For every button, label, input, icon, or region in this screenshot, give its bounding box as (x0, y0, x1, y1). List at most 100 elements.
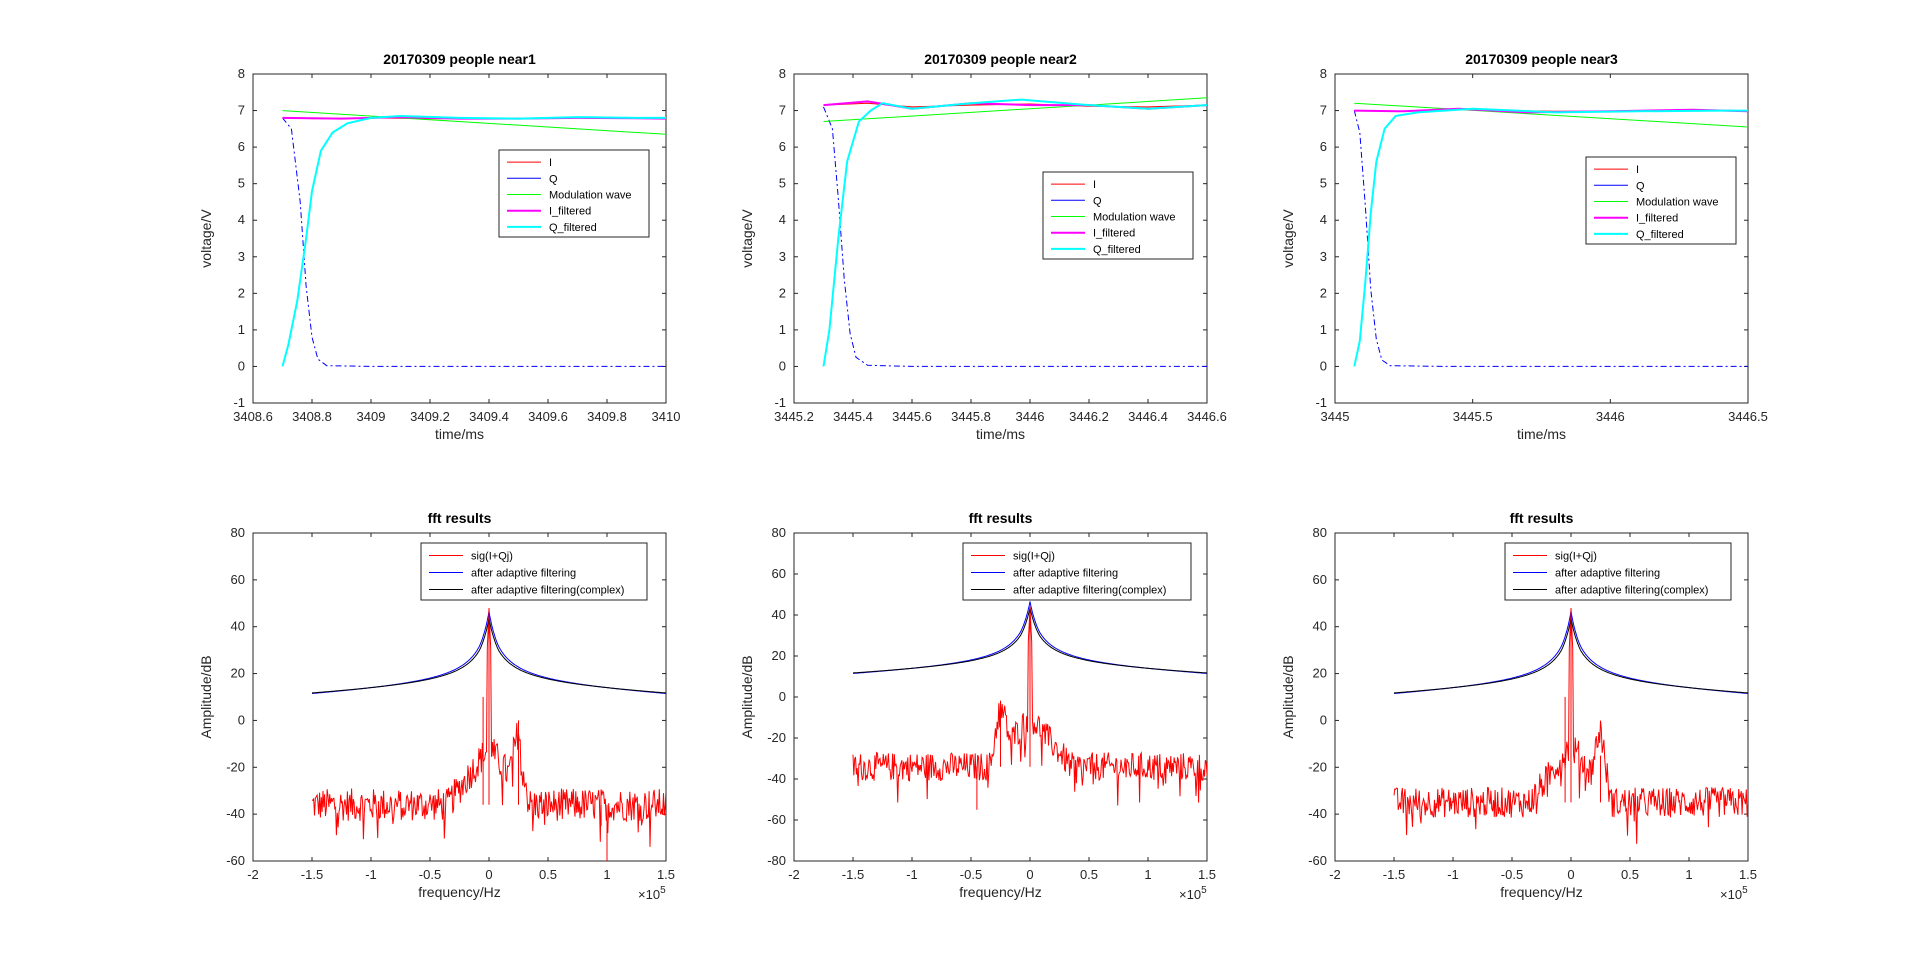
legend-entry: after adaptive filtering (1013, 568, 1118, 580)
y-tick-label: 7 (1320, 103, 1327, 118)
y-tick-label: 3 (238, 249, 245, 264)
y-tick-label: 0 (1320, 712, 1327, 727)
chart-6: -2 -1.5 -1 -0.5 0 0.5 1 1.5 -60 -40 -20 0 20 40 60 80 ff… (1280, 510, 1757, 902)
y-tick-label: 8 (1320, 66, 1327, 81)
chart-title: 20170309 people near2 (924, 51, 1077, 67)
y-tick-label: 0 (779, 689, 786, 704)
x-tick-label: 3409.6 (528, 409, 568, 424)
y-tick-label: 4 (779, 212, 786, 227)
x-tick-label: 1.5 (1198, 867, 1216, 882)
x-tick-label: -0.5 (1501, 867, 1523, 882)
legend-entry: I_filtered (1636, 213, 1678, 225)
legend-entry: after adaptive filtering (471, 568, 576, 580)
y-tick-label: 8 (238, 66, 245, 81)
y-tick-label: 0 (779, 358, 786, 373)
legend: sig(I+Qj) after adaptive filtering after a… (420, 542, 648, 601)
x-tick-label: 3445 (1321, 409, 1350, 424)
y-tick-label: 1 (238, 322, 245, 337)
axes-frame (1334, 73, 1749, 404)
chart-title: 20170309 people near1 (383, 51, 536, 67)
axes-frame (1334, 532, 1749, 862)
x-axis-label: time/ms (976, 426, 1025, 442)
y-tick-label: -20 (1308, 759, 1327, 774)
y-tick-label: 20 (1313, 666, 1327, 681)
legend-entry: after adaptive filtering(complex) (1555, 585, 1708, 597)
x-tick-label: -1.5 (842, 867, 864, 882)
y-tick-label: -40 (767, 771, 786, 786)
y-tick-label: -40 (226, 806, 245, 821)
y-tick-label: 0 (1320, 358, 1327, 373)
chart-title: fft results (1510, 510, 1574, 526)
x-tick-label: 3410 (652, 409, 681, 424)
y-axis-label: Amplitude/dB (739, 655, 755, 738)
y-axis-label: voltage/V (1280, 209, 1296, 268)
legend-entry: Q (1636, 180, 1645, 192)
y-tick-label: 80 (1313, 525, 1327, 540)
legend-entry: I_filtered (1093, 228, 1135, 240)
y-tick-label: -1 (1315, 395, 1327, 410)
x-tick-label: 0.5 (539, 867, 557, 882)
legend-entry: sig(I+Qj) (471, 551, 513, 563)
axes-frame (252, 532, 667, 862)
x-tick-label: -2 (1329, 867, 1341, 882)
y-tick-label: 60 (231, 572, 245, 587)
x-tick-label: -1.5 (301, 867, 323, 882)
chart-title: fft results (969, 510, 1033, 526)
chart-5: -2 -1.5 -1 -0.5 0 0.5 1 1.5 -80 -60 -40 -20 0 20 40 60 8… (739, 510, 1216, 902)
y-tick-label: -60 (226, 853, 245, 868)
y-tick-label: 1 (1320, 322, 1327, 337)
y-tick-label: -20 (767, 730, 786, 745)
y-tick-label: -60 (1308, 853, 1327, 868)
legend-entry: sig(I+Qj) (1013, 551, 1055, 563)
y-tick-label: 7 (238, 103, 245, 118)
x-tick-label: 3409 (357, 409, 386, 424)
y-tick-label: 60 (1313, 572, 1327, 587)
y-tick-label: 40 (1313, 619, 1327, 634)
legend-entry: Q (1093, 195, 1102, 207)
chart-3: 3445 3445.5 3446 3446.5 -1 0 1 2 3 4 5 6 7 8 20170309 … (1280, 51, 1768, 442)
x-tick-label: -1.5 (1383, 867, 1405, 882)
x-tick-label: 0.5 (1621, 867, 1639, 882)
x-tick-label: -2 (788, 867, 800, 882)
x-tick-label: 0.5 (1080, 867, 1098, 882)
y-axis-label: voltage/V (739, 209, 755, 268)
y-tick-label: -40 (1308, 806, 1327, 821)
y-tick-label: 5 (238, 176, 245, 191)
y-tick-label: 6 (238, 139, 245, 154)
y-tick-label: 6 (1320, 139, 1327, 154)
y-tick-label: 4 (1320, 212, 1327, 227)
y-tick-label: 20 (231, 666, 245, 681)
x-multiplier: ×105 (638, 885, 666, 902)
x-tick-label: 3446.6 (1187, 409, 1227, 424)
y-tick-label: 40 (231, 619, 245, 634)
y-tick-label: 8 (779, 66, 786, 81)
x-tick-label: 1.5 (1739, 867, 1757, 882)
x-tick-label: 3445.2 (774, 409, 814, 424)
series-q (282, 117, 666, 367)
series-q (823, 106, 1207, 367)
legend-entry: after adaptive filtering(complex) (1013, 585, 1166, 597)
y-tick-label: 7 (779, 103, 786, 118)
legend-entry: after adaptive filtering (1555, 568, 1660, 580)
chart-4: -2 -1.5 -1 -0.5 0 0.5 1 1.5 -60 -40 -20 0 20 40 60 80 ff… (198, 510, 675, 902)
series-q-filtered (281, 114, 666, 367)
x-tick-label: 0 (485, 867, 492, 882)
legend-entry: Modulation wave (1636, 197, 1719, 209)
x-axis-label: frequency/Hz (418, 884, 500, 900)
axes-frame (252, 73, 667, 404)
y-tick-label: 40 (772, 607, 786, 622)
legend: IQ Modulation wave I_filtered Q_filtered (1585, 156, 1737, 245)
y-tick-label: 3 (1320, 249, 1327, 264)
legend-entry: sig(I+Qj) (1555, 551, 1597, 563)
x-tick-label: 1 (1144, 867, 1151, 882)
x-tick-label: 3408.6 (233, 409, 273, 424)
x-tick-label: 3446 (1596, 409, 1625, 424)
y-tick-label: 2 (779, 285, 786, 300)
x-tick-label: 3445.8 (951, 409, 991, 424)
legend-entry: I_filtered (549, 206, 591, 218)
y-tick-label: 60 (772, 566, 786, 581)
legend-entry: Q_filtered (1093, 244, 1141, 256)
chart-title: fft results (428, 510, 492, 526)
y-tick-label: 2 (238, 285, 245, 300)
